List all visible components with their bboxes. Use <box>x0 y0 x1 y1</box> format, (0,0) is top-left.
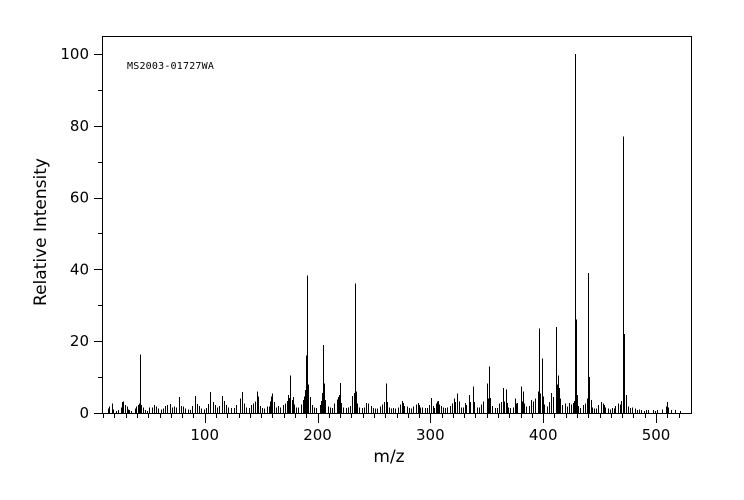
y-tick-label: 40 <box>70 260 89 278</box>
x-tick-label: 500 <box>642 426 671 444</box>
x-axis-label: m/z <box>373 447 405 467</box>
x-tick-label: 400 <box>529 426 558 444</box>
x-tick-label: 200 <box>303 426 332 444</box>
y-tick-label: 0 <box>79 404 89 422</box>
y-axis-label: Relative Intensity <box>31 158 51 306</box>
x-tick-label: 300 <box>416 426 445 444</box>
y-tick-label: 100 <box>60 45 89 63</box>
y-tick-label: 80 <box>70 117 89 135</box>
spectrum-id-annotation: MS2003-01727WA <box>127 61 215 72</box>
x-tick-label: 100 <box>190 426 219 444</box>
y-tick-label: 20 <box>70 332 89 350</box>
y-tick-label: 60 <box>70 189 89 207</box>
plot-frame <box>102 36 692 414</box>
